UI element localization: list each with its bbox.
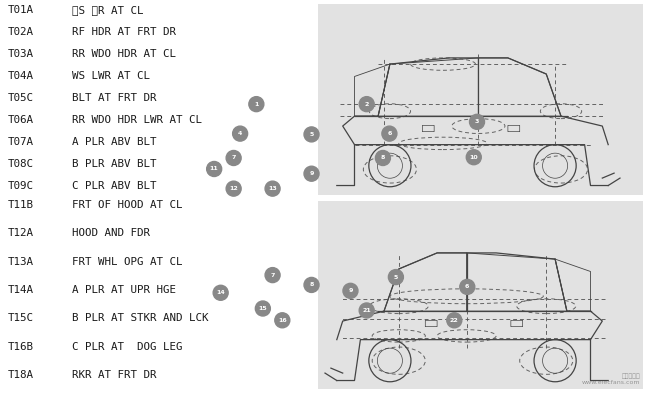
Circle shape (466, 150, 482, 165)
Text: A PLR ABV BLT: A PLR ABV BLT (72, 137, 156, 147)
Text: T09C: T09C (8, 181, 34, 191)
Circle shape (275, 313, 290, 328)
FancyBboxPatch shape (318, 201, 643, 389)
Text: 21: 21 (362, 308, 371, 313)
Text: 2: 2 (365, 102, 369, 107)
Circle shape (304, 166, 319, 181)
Circle shape (447, 313, 462, 328)
Text: FRT WHL OPG AT CL: FRT WHL OPG AT CL (72, 257, 182, 267)
Text: T15C: T15C (8, 313, 34, 323)
Circle shape (359, 303, 374, 318)
Text: 6: 6 (387, 131, 391, 136)
Text: B PLR ABV BLT: B PLR ABV BLT (72, 159, 156, 169)
Circle shape (226, 151, 241, 165)
Circle shape (255, 301, 271, 316)
Text: A PLR AT UPR HGE: A PLR AT UPR HGE (72, 285, 176, 295)
Text: 13: 13 (268, 186, 277, 191)
Text: B PLR AT STKR AND LCK: B PLR AT STKR AND LCK (72, 313, 208, 323)
Text: 1: 1 (254, 102, 258, 107)
Text: T14A: T14A (8, 285, 34, 295)
Circle shape (388, 270, 404, 285)
Text: 9: 9 (349, 288, 352, 293)
Text: HOOD AND FDR: HOOD AND FDR (72, 228, 150, 238)
Text: C PLR AT  DOG LEG: C PLR AT DOG LEG (72, 342, 182, 352)
Circle shape (382, 126, 397, 141)
Text: 15: 15 (258, 306, 267, 311)
Text: 22: 22 (450, 318, 459, 323)
Text: 11: 11 (210, 167, 219, 171)
Text: BLT AT FRT DR: BLT AT FRT DR (72, 93, 156, 103)
Circle shape (459, 279, 475, 294)
Text: T08C: T08C (8, 159, 34, 169)
Text: 10: 10 (469, 155, 478, 160)
Text: 8: 8 (310, 283, 313, 287)
Text: T11B: T11B (8, 200, 34, 210)
Text: T16B: T16B (8, 342, 34, 352)
Text: C PLR ABV BLT: C PLR ABV BLT (72, 181, 156, 191)
Text: 12: 12 (229, 186, 238, 191)
Text: RF HDR AT FRT DR: RF HDR AT FRT DR (72, 27, 176, 37)
Text: T12A: T12A (8, 228, 34, 238)
Text: 7: 7 (271, 273, 275, 277)
Circle shape (343, 283, 358, 298)
Text: T05C: T05C (8, 93, 34, 103)
Text: 8: 8 (381, 156, 385, 160)
Circle shape (265, 181, 280, 196)
Circle shape (359, 97, 374, 112)
Circle shape (265, 268, 280, 283)
Text: RR WDO HDR LWR AT CL: RR WDO HDR LWR AT CL (72, 115, 202, 125)
Text: 14: 14 (216, 290, 225, 295)
Text: RR WDO HDR AT CL: RR WDO HDR AT CL (72, 49, 176, 59)
Circle shape (304, 277, 319, 292)
Text: 5: 5 (310, 132, 313, 137)
Text: WS LWR AT CL: WS LWR AT CL (72, 71, 150, 81)
Text: 楚S 车R AT CL: 楚S 车R AT CL (72, 5, 143, 15)
Circle shape (206, 162, 222, 176)
Text: T13A: T13A (8, 257, 34, 267)
Circle shape (232, 126, 248, 141)
Text: T03A: T03A (8, 49, 34, 59)
Text: 16: 16 (278, 318, 287, 323)
Text: 电子发烧友
www.elecfans.com: 电子发烧友 www.elecfans.com (582, 374, 640, 385)
Text: 3: 3 (475, 119, 479, 124)
FancyBboxPatch shape (318, 4, 643, 195)
Text: T04A: T04A (8, 71, 34, 81)
Text: FRT OF HOOD AT CL: FRT OF HOOD AT CL (72, 200, 182, 210)
Text: T07A: T07A (8, 137, 34, 147)
Text: T02A: T02A (8, 27, 34, 37)
Text: RKR AT FRT DR: RKR AT FRT DR (72, 370, 156, 380)
Text: 9: 9 (310, 171, 313, 176)
Circle shape (213, 285, 228, 300)
Circle shape (249, 97, 264, 112)
Text: T06A: T06A (8, 115, 34, 125)
Circle shape (304, 127, 319, 142)
Text: T01A: T01A (8, 5, 34, 15)
Text: 4: 4 (238, 131, 242, 136)
Circle shape (226, 181, 241, 196)
Text: 5: 5 (394, 275, 398, 279)
Text: T18A: T18A (8, 370, 34, 380)
Circle shape (469, 114, 485, 129)
Text: 7: 7 (232, 156, 236, 160)
Text: 6: 6 (465, 285, 469, 289)
Circle shape (375, 151, 391, 165)
